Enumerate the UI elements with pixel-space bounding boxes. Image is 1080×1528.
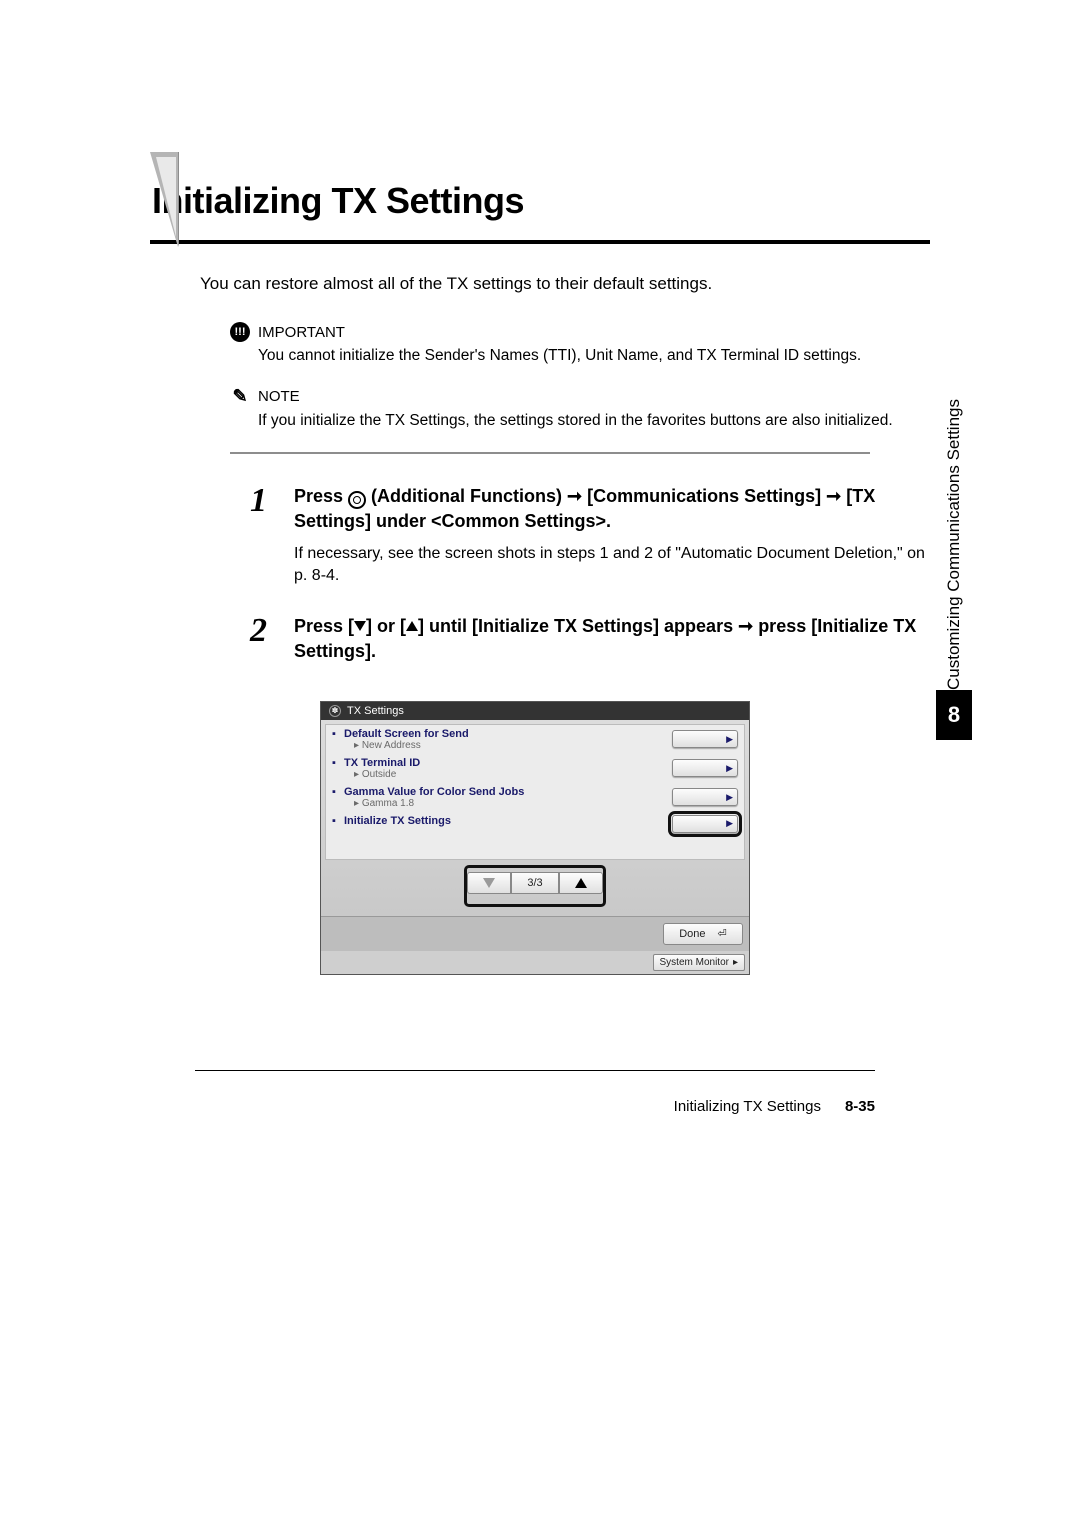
row-button-highlighted[interactable]: ▶	[672, 815, 738, 833]
step-number: 2	[250, 614, 278, 673]
chevron-right-icon: ▶	[726, 792, 733, 803]
note-callout: ✎ NOTE If you initialize the TX Settings…	[230, 387, 930, 432]
row-sub: ▸ New Address	[344, 740, 672, 751]
down-triangle-icon	[354, 621, 366, 631]
separator	[230, 452, 870, 454]
footer-page-number: 8-35	[845, 1098, 875, 1115]
step-1-body: If necessary, see the screen shots in st…	[294, 543, 930, 586]
step-number: 1	[250, 484, 278, 586]
arrow-icon: ➞	[738, 616, 753, 636]
chevron-right-icon: ▶	[726, 734, 733, 745]
sidebar-chapter-number: 8	[936, 690, 972, 740]
footer-rule	[195, 1070, 875, 1071]
title-decor	[150, 152, 178, 247]
list-item[interactable]: ▪ Default Screen for Send▸ New Address ▶	[326, 725, 744, 754]
arrow-icon: ➞	[826, 486, 841, 506]
intro-text: You can restore almost all of the TX set…	[200, 274, 930, 294]
chevron-right-icon: ▶	[726, 763, 733, 774]
list-item[interactable]: ▪ TX Terminal ID▸ Outside ▶	[326, 754, 744, 783]
row-sub: ▸ Gamma 1.8	[344, 798, 672, 809]
important-label: IMPORTANT	[258, 324, 345, 341]
row-label: Gamma Value for Color Send Jobs	[344, 786, 524, 798]
note-label: NOTE	[258, 388, 300, 405]
screenshot-list: ▪ Default Screen for Send▸ New Address ▶…	[325, 724, 745, 860]
additional-functions-icon	[348, 491, 366, 509]
return-icon: ⏎	[718, 927, 727, 940]
step1-text: (Additional Functions)	[366, 486, 567, 506]
bullet-icon: ▪	[332, 815, 344, 827]
up-triangle-icon	[575, 878, 587, 888]
page-title: Initializing TX Settings	[150, 180, 930, 228]
bullet-icon: ▪	[332, 786, 344, 798]
step1-text: [Communications Settings]	[582, 486, 826, 506]
done-bar: Done ⏎	[321, 916, 749, 951]
screenshot: ✽ TX Settings ▪ Default Screen for Send▸…	[320, 701, 750, 975]
settings-gear-icon: ✽	[329, 705, 341, 717]
footer-title: Initializing TX Settings	[674, 1098, 821, 1115]
arrow-icon: ➞	[567, 486, 582, 506]
chevron-right-icon: ▶	[726, 818, 733, 829]
row-sub: ▸ Outside	[344, 769, 672, 780]
step2-text: Press [	[294, 616, 354, 636]
pager-prev-button[interactable]	[467, 872, 511, 894]
row-button[interactable]: ▶	[672, 730, 738, 748]
step-1: 1 Press (Additional Functions) ➞ [Commun…	[250, 484, 930, 586]
bullet-icon: ▪	[332, 728, 344, 740]
step2-text: ] or [	[366, 616, 406, 636]
screenshot-title: TX Settings	[347, 705, 404, 717]
sidebar-label: Customizing Communications Settings	[944, 394, 964, 690]
system-monitor-button[interactable]: System Monitor ▸	[653, 954, 746, 971]
screenshot-title-bar: ✽ TX Settings	[321, 702, 749, 720]
pager-label: 3/3	[511, 872, 559, 894]
list-item[interactable]: ▪ Initialize TX Settings ▶	[326, 812, 744, 836]
chevron-right-icon: ▸	[733, 957, 738, 968]
note-icon: ✎	[230, 387, 250, 407]
sysmon-label: System Monitor	[660, 957, 729, 968]
row-label: TX Terminal ID	[344, 757, 420, 769]
bullet-icon: ▪	[332, 757, 344, 769]
list-item[interactable]: ▪ Gamma Value for Color Send Jobs▸ Gamma…	[326, 783, 744, 812]
step1-text: Press	[294, 486, 348, 506]
step-2-title: Press [ ] or [ ] until [Initialize TX Sett…	[294, 614, 930, 663]
important-body: You cannot initialize the Sender's Names…	[258, 346, 930, 367]
important-icon: !!!	[230, 322, 250, 342]
step-2: 2 Press [ ] or [ ] until [Initialize TX Se…	[250, 614, 930, 673]
important-callout: !!! IMPORTANT You cannot initialize the …	[230, 322, 930, 367]
pager-next-button[interactable]	[559, 872, 603, 894]
done-button[interactable]: Done ⏎	[663, 923, 743, 945]
row-button[interactable]: ▶	[672, 759, 738, 777]
step-1-title: Press (Additional Functions) ➞ [Communic…	[294, 484, 930, 533]
done-label: Done	[679, 928, 705, 940]
pager: 3/3	[465, 866, 605, 906]
note-body: If you initialize the TX Settings, the s…	[258, 411, 930, 432]
down-triangle-icon	[483, 878, 495, 888]
row-label: Default Screen for Send	[344, 728, 469, 740]
row-button[interactable]: ▶	[672, 788, 738, 806]
footer: Initializing TX Settings 8-35	[195, 1098, 875, 1115]
step2-text: ] until [Initialize TX Settings] appears	[418, 616, 738, 636]
sidebar-tab: Customizing Communications Settings 8	[936, 394, 972, 740]
system-monitor-bar: System Monitor ▸	[321, 951, 749, 974]
up-triangle-icon	[406, 621, 418, 631]
title-rule	[150, 240, 930, 244]
row-label: Initialize TX Settings	[344, 815, 451, 827]
